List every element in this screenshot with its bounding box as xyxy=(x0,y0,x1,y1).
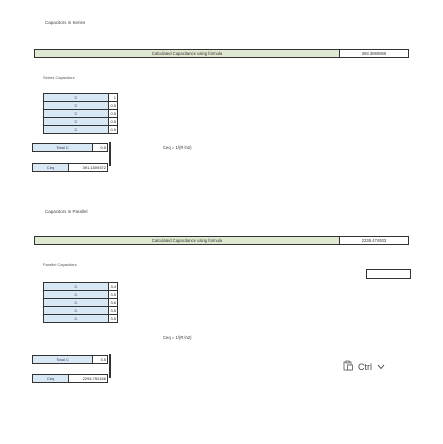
series-ceq-value[interactable]: 391.1509372 xyxy=(82,165,106,170)
table-row: C 3.5 xyxy=(43,314,118,323)
capacitor-name-cell[interactable]: C xyxy=(43,93,109,102)
capacitor-value-cell[interactable]: 0.5 xyxy=(108,125,118,134)
capacitor-name-cell[interactable]: C xyxy=(43,101,109,110)
divider xyxy=(366,269,411,270)
clipboard-icon xyxy=(343,360,353,373)
parallel-formula-text: Ceq = 1/(R ln2) xyxy=(163,335,192,340)
capacitor-value-cell[interactable]: 0.5 xyxy=(108,101,118,110)
series-total-value[interactable]: 0.5 xyxy=(100,145,106,150)
table-row: C 0.5 xyxy=(43,125,118,134)
parallel-ceq-label: Ceq xyxy=(33,375,69,382)
parallel-calc-label: Calculated Capacitance using formula xyxy=(35,237,340,244)
parallel-calc-value[interactable]: 2336.474933 xyxy=(361,238,387,243)
table-row: C 3.5 xyxy=(43,306,118,315)
table-row: C 3.4 xyxy=(43,282,118,291)
capacitor-value-cell[interactable]: 3.6 xyxy=(108,298,118,307)
capacitor-value-cell[interactable]: 3.5 xyxy=(108,306,118,315)
capacitor-name-cell[interactable]: C xyxy=(43,306,109,315)
series-calc-bar[interactable]: Calculated Capacitance using formula 393… xyxy=(34,49,409,58)
divider xyxy=(109,354,111,378)
parallel-capacitor-table: C 3.4 C 3.5 C 3.6 C 3.5 C 3.5 xyxy=(43,282,118,323)
empty-cell-box[interactable] xyxy=(366,270,411,279)
capacitor-value-cell[interactable]: 0.5 xyxy=(108,117,118,126)
series-list-title: Series Capacitors xyxy=(43,75,75,80)
series-ceq-row[interactable]: Ceq 391.1509372 xyxy=(32,163,108,172)
table-row: C 3.5 xyxy=(43,290,118,299)
capacitor-name-cell[interactable]: C xyxy=(43,109,109,118)
series-total-row[interactable]: Total C 0.5 xyxy=(32,143,108,152)
parallel-list-title: Parallel Capacitors xyxy=(43,262,77,267)
series-section-title: Capacitors in Series xyxy=(45,20,86,25)
paste-options-label: Ctrl xyxy=(358,361,372,372)
paste-options-button[interactable]: Ctrl xyxy=(343,360,385,373)
parallel-total-row[interactable]: Total C 3.5 xyxy=(32,355,108,364)
parallel-total-value[interactable]: 3.5 xyxy=(100,357,106,362)
capacitor-value-cell[interactable]: 0.5 xyxy=(108,109,118,118)
parallel-calc-bar[interactable]: Calculated Capacitance using formula 233… xyxy=(34,236,409,245)
divider xyxy=(109,142,111,166)
capacitor-name-cell[interactable]: C xyxy=(43,282,109,291)
series-total-label: Total C xyxy=(33,144,93,151)
table-row: C 0.5 xyxy=(43,109,118,118)
series-ceq-label: Ceq xyxy=(33,164,69,171)
capacitor-value-cell[interactable]: 1 xyxy=(108,93,118,102)
capacitor-value-cell[interactable]: 3.5 xyxy=(108,290,118,299)
parallel-total-label: Total C xyxy=(33,356,93,363)
parallel-ceq-row[interactable]: Ceq 2294.752166 xyxy=(32,374,108,383)
table-row: C 3.6 xyxy=(43,298,118,307)
capacitor-name-cell[interactable]: C xyxy=(43,290,109,299)
series-formula-text: Ceq = 1/(R ln2) xyxy=(163,145,192,150)
series-calc-value[interactable]: 393.3860856 xyxy=(361,51,387,56)
capacitor-value-cell[interactable]: 3.5 xyxy=(108,314,118,323)
parallel-section-title: Capacitors in Parallel xyxy=(45,209,88,214)
capacitor-name-cell[interactable]: C xyxy=(43,117,109,126)
table-row: C 0.5 xyxy=(43,101,118,110)
parallel-ceq-value[interactable]: 2294.752166 xyxy=(82,376,106,381)
capacitor-name-cell[interactable]: C xyxy=(43,314,109,323)
series-calc-label: Calculated Capacitance using formula xyxy=(35,50,340,57)
capacitor-name-cell[interactable]: C xyxy=(43,298,109,307)
table-row: C 0.5 xyxy=(43,117,118,126)
capacitor-value-cell[interactable]: 3.4 xyxy=(108,282,118,291)
capacitor-name-cell[interactable]: C xyxy=(43,125,109,134)
chevron-down-icon xyxy=(377,362,385,372)
